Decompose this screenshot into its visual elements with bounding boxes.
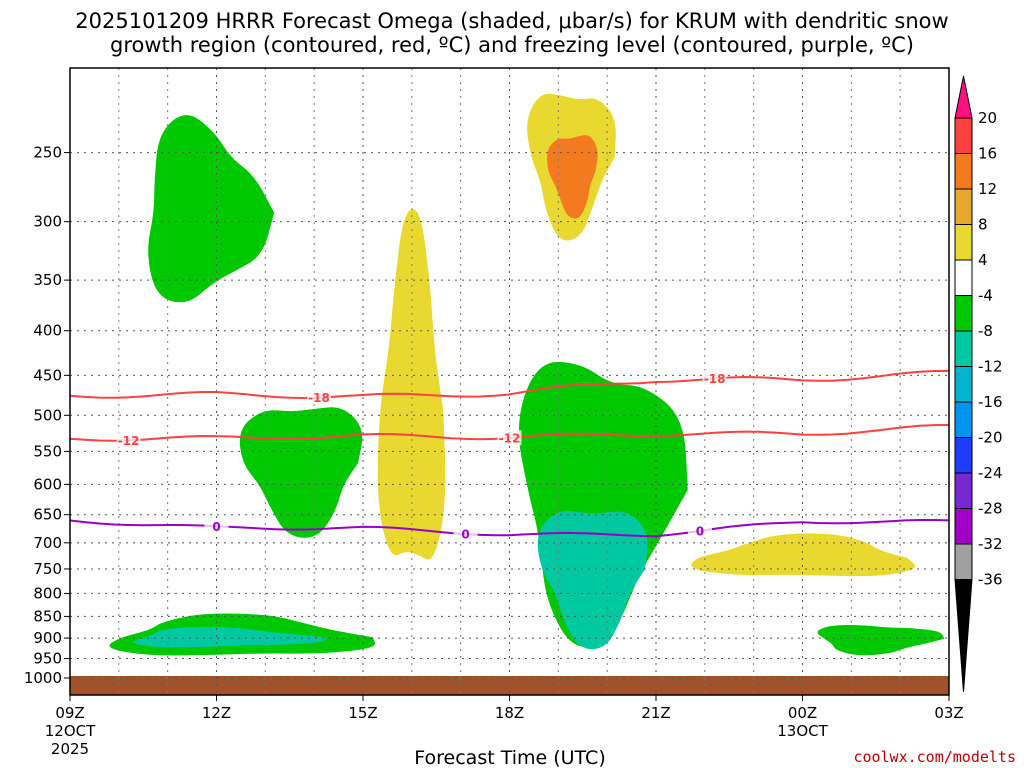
colorbar-label: 16 <box>978 145 997 163</box>
colorbar-label: -24 <box>978 464 1003 482</box>
colorbar-label: -8 <box>978 322 993 340</box>
chart-title-line2: growth region (contoured, red, ºC) and f… <box>110 33 914 57</box>
omega-upper-left <box>148 115 275 303</box>
colorbar-top-arrow <box>954 75 973 119</box>
colorbar-label: 12 <box>978 180 997 198</box>
contour-label-bg <box>687 522 712 538</box>
colorbar: 20 16 12 8 4 -4 -8 -12 -16 -20 -24 -28 -32 -36 <box>954 75 1003 693</box>
x-tick-label-00Z: 00Z <box>788 704 817 722</box>
contour-label: 0 <box>696 524 704 538</box>
contour-label-bg <box>204 518 229 534</box>
y-tick-label-700: 700 <box>33 534 62 552</box>
colorbar-label: -16 <box>978 393 1003 411</box>
colorbar-label: 8 <box>978 216 988 234</box>
contour-label-bg <box>702 370 727 386</box>
y-tick-label-750: 750 <box>33 560 62 578</box>
colorbar-label: -20 <box>978 429 1003 447</box>
x-tick-label-15Z: 15Z <box>348 704 377 722</box>
colorbar-label: 4 <box>978 251 988 269</box>
y-tick-label-500: 500 <box>33 406 62 424</box>
x-tick-date: 13OCT <box>777 722 828 740</box>
x-tick-label-12Z: 12Z <box>202 704 231 722</box>
colorbar-segment <box>954 188 973 225</box>
colorbar-segment <box>954 366 973 403</box>
colorbar-segment <box>954 330 973 367</box>
contour-dendritic--18 <box>69 370 949 400</box>
y-tick-label-950: 950 <box>33 650 62 668</box>
omega-upper-right-ascent-core <box>547 135 598 219</box>
y-axis: 250 300 350 400 450 500 550 600 650 700 750 800 850 9… <box>24 144 70 687</box>
y-tick-label-450: 450 <box>33 366 62 384</box>
contour-label: 0 <box>212 520 220 534</box>
colorbar-label: -36 <box>978 571 1003 589</box>
y-tick-label-300: 300 <box>33 213 62 231</box>
contour-label-bg <box>453 526 478 542</box>
contour-label-bg <box>497 430 522 446</box>
colorbar-segment <box>954 259 973 296</box>
y-tick-label-350: 350 <box>33 271 62 289</box>
y-tick-label-650: 650 <box>33 506 62 524</box>
chart-title-line1: 2025101209 HRRR Forecast Omega (shaded, … <box>75 9 948 33</box>
contour-label: -12 <box>499 432 521 446</box>
colorbar-segment <box>954 224 973 261</box>
x-tick-year: 2025 <box>51 740 89 758</box>
colorbar-label: -4 <box>978 287 993 305</box>
temperature-contours: -18 -18 -12 -12 0 0 0 <box>69 370 950 542</box>
x-tick-label-21Z: 21Z <box>641 704 670 722</box>
colorbar-segment <box>954 508 973 545</box>
y-tick-label-850: 850 <box>33 607 62 625</box>
colorbar-segment <box>954 401 973 438</box>
source-label: coolwx.com/modelts <box>853 748 1016 766</box>
x-tick-label-18Z: 18Z <box>495 704 524 722</box>
omega-mid-column <box>239 407 363 538</box>
colorbar-label: -12 <box>978 358 1003 376</box>
omega-right-low <box>817 624 945 656</box>
colorbar-label: 20 <box>978 109 997 127</box>
colorbar-segment <box>954 437 973 474</box>
contour-label: -12 <box>118 434 140 448</box>
colorbar-segment <box>954 295 973 332</box>
y-tick-label-800: 800 <box>33 584 62 602</box>
y-tick-label-550: 550 <box>33 442 62 460</box>
contour-label-bg <box>307 389 332 405</box>
y-tick-label-900: 900 <box>33 629 62 647</box>
y-tick-label-250: 250 <box>33 144 62 162</box>
contour-label: 0 <box>461 528 469 542</box>
shaded-omega-fields <box>109 93 945 656</box>
colorbar-segment <box>954 472 973 509</box>
contour-label: -18 <box>308 391 330 405</box>
omega-low-left-core <box>133 626 328 648</box>
x-tick-label-09Z: 09Z <box>55 704 84 722</box>
contour-label: -18 <box>704 372 726 386</box>
colorbar-label: -32 <box>978 535 1003 553</box>
y-tick-label-600: 600 <box>33 475 62 493</box>
colorbar-segment <box>954 543 973 580</box>
x-axis-title: Forecast Time (UTC) <box>414 747 605 768</box>
colorbar-segment <box>954 117 973 154</box>
y-tick-label-400: 400 <box>33 322 62 340</box>
contour-label-bg <box>116 432 141 448</box>
colorbar-label: -28 <box>978 500 1003 518</box>
x-tick-date: 12OCT <box>45 722 96 740</box>
x-tick-label-03Z: 03Z <box>934 704 963 722</box>
y-tick-label-1000: 1000 <box>24 669 62 687</box>
omega-right-ascent <box>691 533 916 577</box>
colorbar-segment <box>954 153 973 190</box>
colorbar-bottom-arrow <box>954 579 973 693</box>
omega-deep-column-core <box>537 510 648 650</box>
